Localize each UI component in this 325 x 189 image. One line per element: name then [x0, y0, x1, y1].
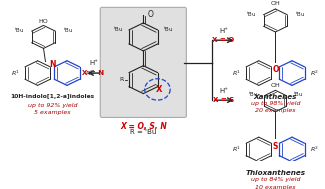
Text: R = ᵗBu: R = ᵗBu: [130, 129, 157, 135]
Text: $R^2$: $R^2$: [310, 68, 319, 78]
Text: $^t$Bu: $^t$Bu: [163, 26, 173, 34]
Text: $R^2$: $R^2$: [310, 145, 319, 154]
Text: up to 84% yield: up to 84% yield: [251, 177, 300, 182]
Text: R: R: [120, 77, 124, 82]
Text: H⁺: H⁺: [219, 88, 228, 94]
Text: up to 92% yield: up to 92% yield: [28, 103, 77, 108]
Text: $^t$Bu: $^t$Bu: [14, 26, 24, 35]
Text: $^t$Bu: $^t$Bu: [295, 10, 305, 19]
Text: O: O: [147, 10, 153, 19]
Text: X: X: [156, 85, 162, 94]
Text: $R^2$: $R^2$: [84, 68, 94, 78]
Text: 10H-indolo[1,2-a]indoles: 10H-indolo[1,2-a]indoles: [10, 94, 94, 99]
Text: $R^1$: $R^1$: [232, 68, 241, 78]
Text: OH: OH: [270, 83, 280, 88]
FancyBboxPatch shape: [100, 7, 186, 117]
Text: X = N: X = N: [82, 70, 104, 76]
Text: 10 examples: 10 examples: [255, 185, 296, 189]
Text: N: N: [49, 60, 56, 69]
Text: H⁺: H⁺: [89, 60, 98, 67]
Text: H⁺: H⁺: [219, 28, 228, 34]
Text: $^t$Bu: $^t$Bu: [63, 26, 73, 35]
Text: X = S: X = S: [213, 97, 234, 103]
Text: Thioxanthenes: Thioxanthenes: [245, 170, 306, 176]
Text: O: O: [272, 65, 279, 74]
Text: $R^1$: $R^1$: [232, 145, 241, 154]
Text: $^t$Bu: $^t$Bu: [113, 26, 124, 34]
Text: $^t$Bu: $^t$Bu: [293, 90, 303, 99]
Text: X = O: X = O: [213, 37, 235, 43]
Text: 5 examples: 5 examples: [34, 110, 71, 115]
Text: $R^1$: $R^1$: [11, 68, 20, 78]
Text: Xanthenes: Xanthenes: [254, 94, 297, 100]
Text: S: S: [273, 142, 278, 151]
Text: up to 98% yield: up to 98% yield: [251, 101, 300, 106]
Text: OH: OH: [270, 1, 280, 6]
Text: $^t$Bu: $^t$Bu: [246, 10, 256, 19]
Text: $^t$Bu: $^t$Bu: [248, 90, 258, 99]
Text: 20 examples: 20 examples: [255, 108, 296, 113]
Text: X = O, S, N: X = O, S, N: [120, 122, 167, 131]
Text: HO: HO: [39, 19, 48, 24]
